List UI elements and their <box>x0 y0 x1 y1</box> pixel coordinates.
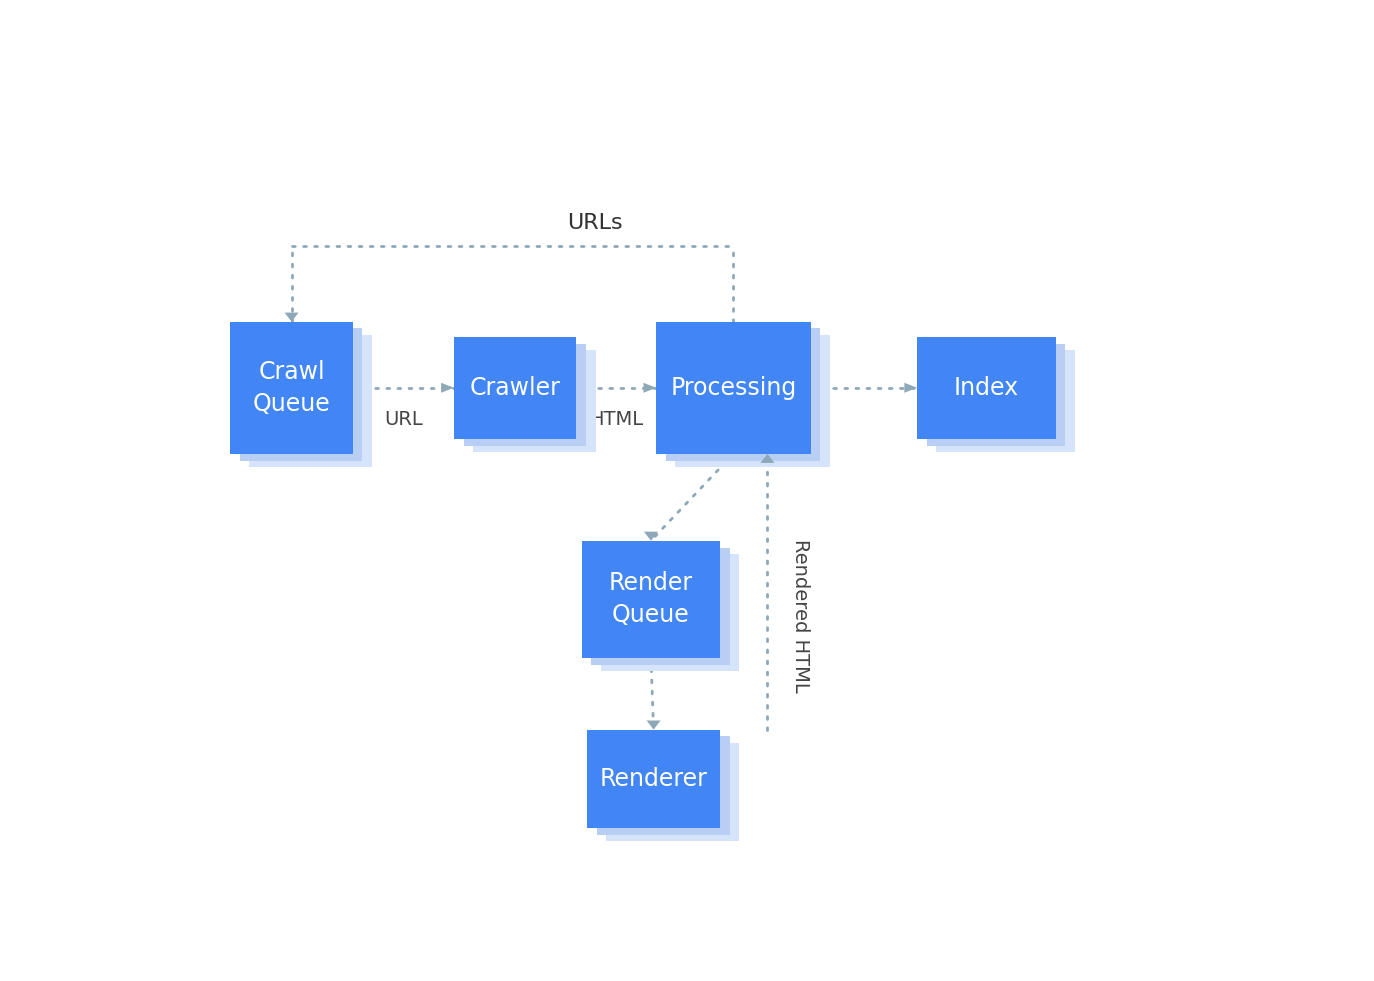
FancyBboxPatch shape <box>606 744 739 842</box>
FancyBboxPatch shape <box>231 322 353 454</box>
Text: HTML: HTML <box>589 410 643 430</box>
FancyBboxPatch shape <box>250 336 372 468</box>
Polygon shape <box>644 532 658 541</box>
Polygon shape <box>284 313 298 322</box>
FancyBboxPatch shape <box>600 554 739 671</box>
Polygon shape <box>760 454 775 463</box>
FancyBboxPatch shape <box>463 343 585 445</box>
FancyBboxPatch shape <box>926 343 1065 445</box>
Text: Render
Queue: Render Queue <box>609 572 692 627</box>
FancyBboxPatch shape <box>657 322 811 454</box>
Text: Crawler: Crawler <box>470 376 561 400</box>
Text: Renderer: Renderer <box>599 767 708 791</box>
Text: Index: Index <box>954 376 1020 400</box>
Polygon shape <box>441 383 453 392</box>
FancyBboxPatch shape <box>666 329 820 461</box>
FancyBboxPatch shape <box>453 336 577 439</box>
Text: Processing: Processing <box>671 376 797 400</box>
FancyBboxPatch shape <box>596 737 730 835</box>
Text: URL: URL <box>383 410 423 430</box>
Text: URLs: URLs <box>567 213 622 232</box>
FancyBboxPatch shape <box>587 730 720 828</box>
FancyBboxPatch shape <box>240 329 363 461</box>
FancyBboxPatch shape <box>581 541 720 658</box>
FancyBboxPatch shape <box>936 350 1074 452</box>
Polygon shape <box>904 383 918 392</box>
FancyBboxPatch shape <box>591 547 730 664</box>
FancyBboxPatch shape <box>918 336 1055 439</box>
FancyBboxPatch shape <box>676 336 830 468</box>
Polygon shape <box>647 720 661 730</box>
Text: Rendered HTML: Rendered HTML <box>791 540 809 694</box>
Polygon shape <box>643 383 657 392</box>
FancyBboxPatch shape <box>473 350 595 452</box>
Text: Crawl
Queue: Crawl Queue <box>253 360 330 416</box>
